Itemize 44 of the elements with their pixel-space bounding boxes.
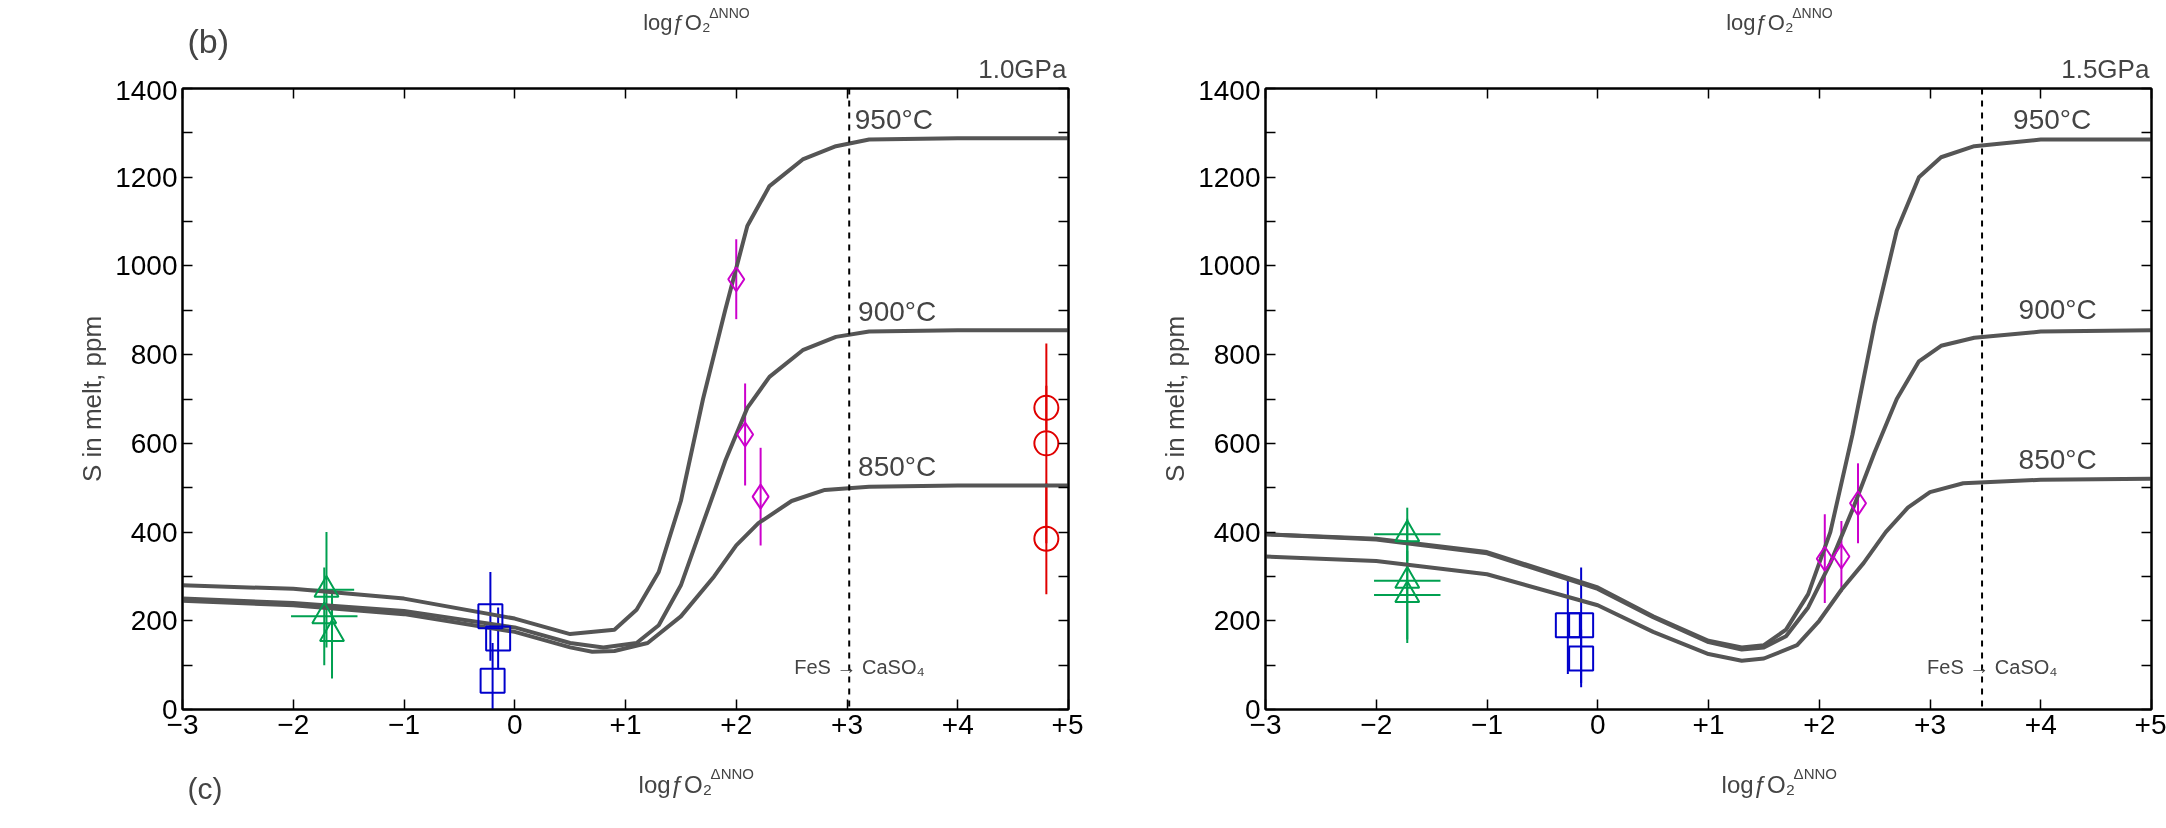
x-tick-label: +4: [2024, 708, 2057, 740]
y-tick-label: 600: [130, 427, 178, 459]
annotation: 850°C: [858, 451, 937, 483]
text: (c): [187, 772, 223, 805]
text: 1.0GPa: [978, 53, 1067, 84]
y-tick-label: 200: [1213, 605, 1261, 637]
annotation: 950°C: [2013, 104, 2092, 136]
x-tick-label: +2: [720, 708, 753, 740]
y-axis-title: S in melt, ppm: [77, 315, 108, 483]
y-tick-label: 1000: [115, 250, 178, 282]
x-tick-label: +5: [1051, 708, 1084, 740]
x-tick-label: +2: [1803, 708, 1836, 740]
x-tick-label: +4: [941, 708, 974, 740]
annotation: 950°C: [854, 104, 933, 136]
x-tick-label: +1: [609, 708, 642, 740]
y-tick-label: 1200: [115, 161, 178, 193]
text: (b): [187, 21, 229, 60]
x-tick-label: +3: [831, 708, 863, 740]
annotation: FeS → CaSO₄: [1927, 656, 2058, 679]
x-tick-label: −1: [1471, 708, 1503, 740]
y-tick-label: 1200: [1198, 161, 1261, 193]
x-tick-label: 0: [1589, 708, 1606, 740]
y-axis-title: S in melt, ppm: [1160, 315, 1191, 483]
y-tick-label: 200: [130, 605, 178, 637]
x-tick-label: +5: [2134, 708, 2166, 740]
annotation: FeS → CaSO₄: [794, 656, 925, 679]
text: 1.5GPa: [2061, 53, 2150, 84]
y-tick-label: 400: [130, 516, 178, 548]
y-tick-label: 1000: [1198, 250, 1261, 282]
y-tick-label: 800: [130, 339, 178, 371]
x-tick-label: +3: [1914, 708, 1946, 740]
x-tick-label: −1: [388, 708, 420, 740]
y-tick-label: 1400: [115, 74, 178, 106]
annotation: 850°C: [2018, 443, 2097, 475]
x-tick-label: −2: [1360, 708, 1393, 740]
x-tick-label: +1: [1692, 708, 1725, 740]
y-tick-label: 400: [1213, 516, 1261, 548]
y-tick-label: 800: [1213, 339, 1261, 371]
annotation: 900°C: [858, 295, 937, 327]
y-tick-label: 1400: [1198, 74, 1261, 106]
x-tick-label: −2: [277, 708, 310, 740]
x-tick-label: 0: [506, 708, 523, 740]
annotation: 900°C: [2018, 294, 2097, 326]
y-tick-label: 600: [1213, 427, 1261, 459]
